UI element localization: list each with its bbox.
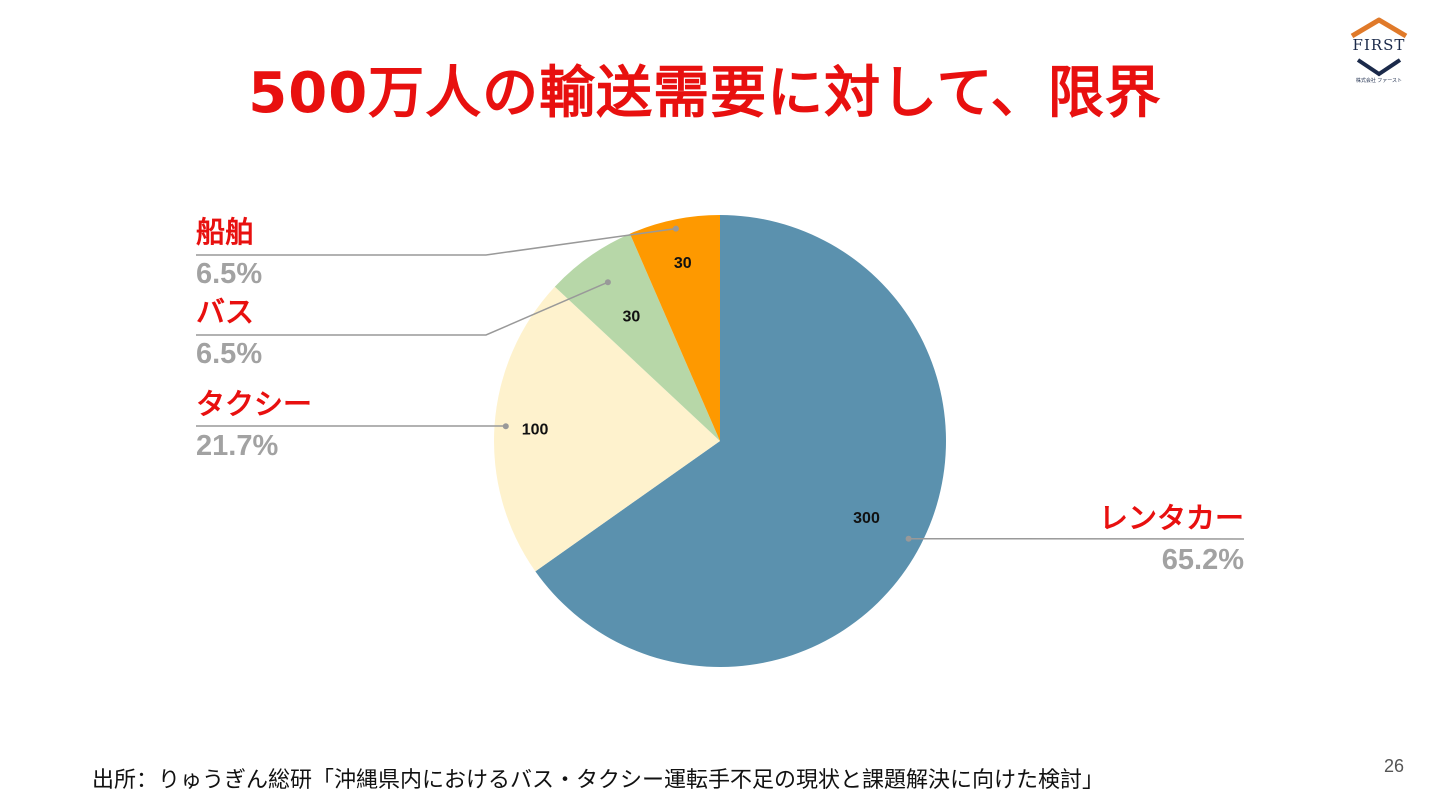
slice-value-label: 100 bbox=[522, 421, 549, 438]
slice-percent-label: 6.5% bbox=[196, 258, 263, 290]
page-number: 26 bbox=[1384, 756, 1405, 776]
pie-slice bbox=[554, 233, 720, 441]
slice-value-label: 30 bbox=[674, 255, 692, 272]
logo-subtext: 株式会社 ファースト bbox=[1355, 78, 1403, 84]
logo-text: FIRST bbox=[1352, 36, 1406, 54]
slice-category-label: バス bbox=[196, 295, 255, 329]
leader-line bbox=[196, 227, 677, 256]
leader-dot bbox=[672, 225, 679, 232]
pie-slice bbox=[535, 215, 946, 667]
slice-category-label: レンタカー bbox=[1098, 501, 1244, 535]
slice-value-label: 30 bbox=[623, 308, 641, 325]
source-citation: 出所：りゅうぎん総研「沖縄県内におけるバス・タクシー運転手不足の現状と課題解決に… bbox=[92, 768, 1105, 793]
slice-category-label: 船舶 bbox=[196, 215, 255, 249]
pie-slice bbox=[493, 286, 720, 572]
slice-percent-label: 6.5% bbox=[196, 338, 263, 370]
slice-percent-label: 65.2% bbox=[1161, 544, 1244, 576]
slice-category-label: タクシー bbox=[196, 387, 313, 421]
slide-title: 500万人の輸送需要に対して、限界 bbox=[248, 61, 1162, 126]
slice-percent-label: 21.7% bbox=[196, 430, 279, 462]
company-logo bbox=[1350, 17, 1408, 77]
logo-shield bbox=[1356, 58, 1402, 77]
pie-slice bbox=[629, 215, 720, 441]
logo-roof bbox=[1350, 17, 1408, 39]
leader-dot bbox=[502, 423, 509, 430]
leader-line bbox=[196, 281, 609, 336]
leader-dot bbox=[604, 279, 611, 286]
leader-dot bbox=[905, 535, 912, 542]
slice-value-label: 300 bbox=[853, 510, 880, 527]
